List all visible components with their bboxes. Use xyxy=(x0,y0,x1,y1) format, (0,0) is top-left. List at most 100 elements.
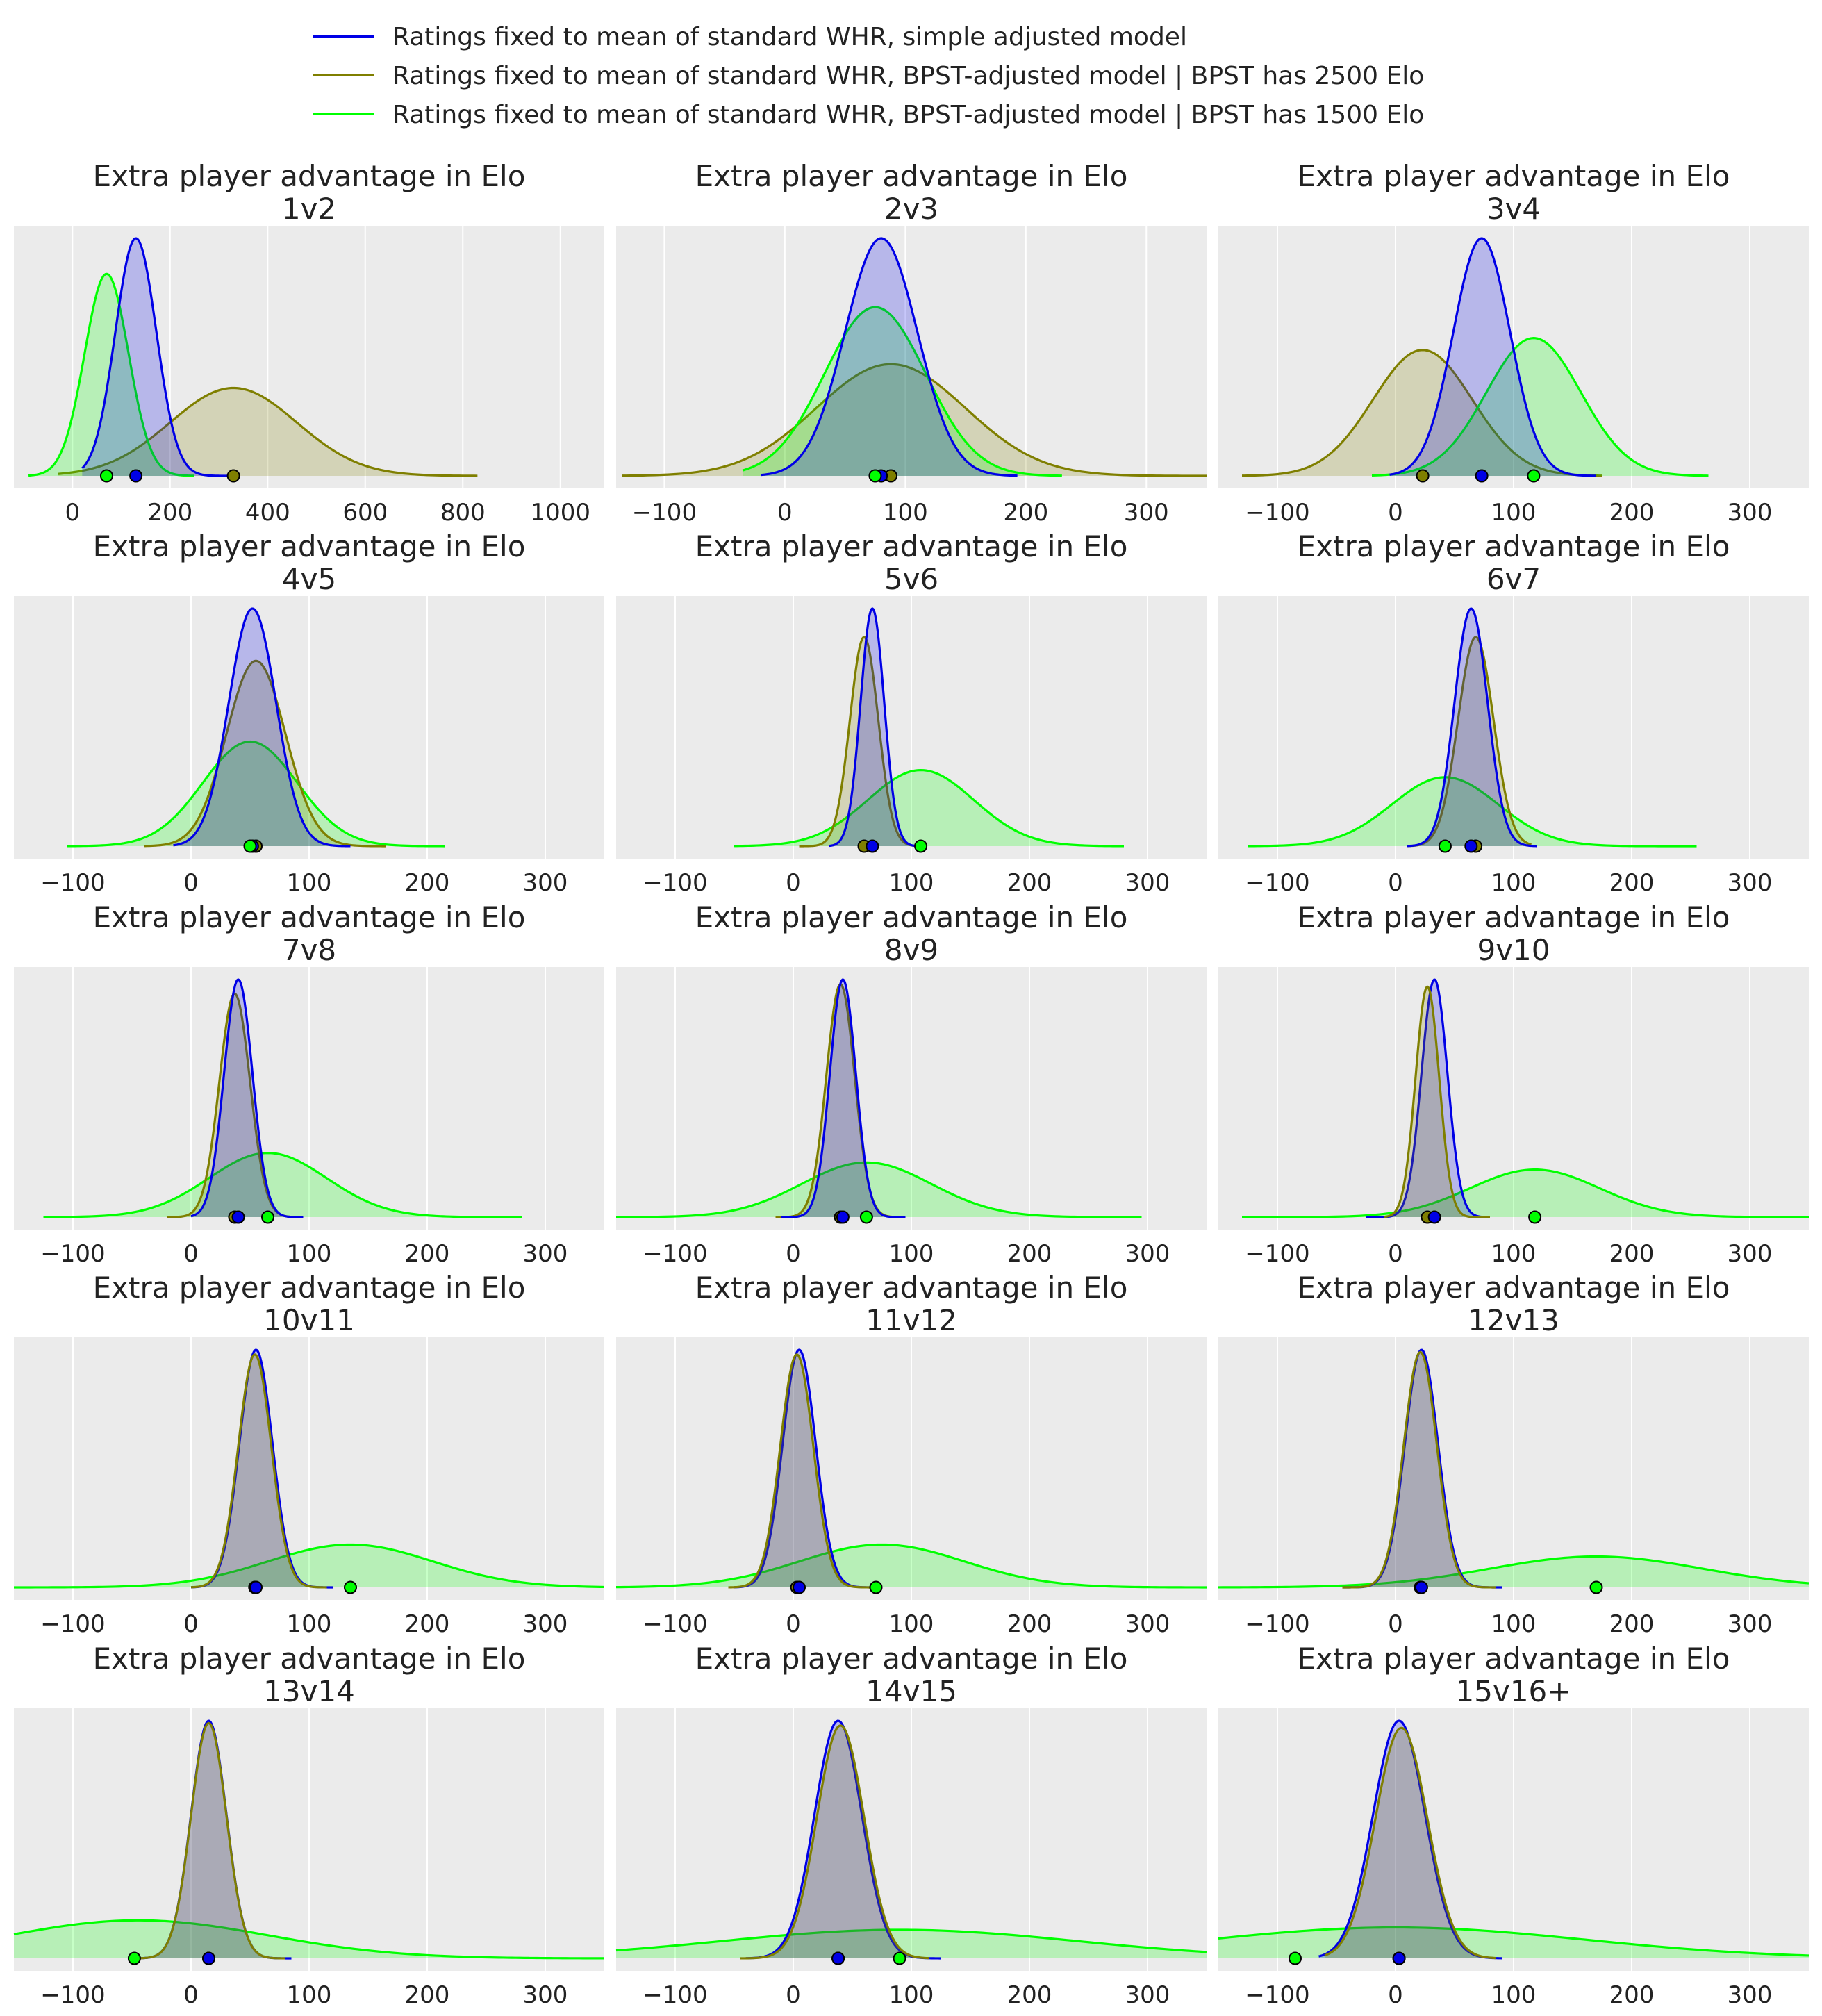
panel-15v16+: −100 0 100 200 300 Extra player advantage in … xyxy=(1218,1642,1809,2009)
point-estimate xyxy=(231,1210,245,1224)
x-tick-label: 0 xyxy=(786,1981,801,2009)
panel-subtitle: 8v9 xyxy=(884,933,938,967)
density-fill xyxy=(67,741,445,846)
x-tick-label: 100 xyxy=(287,1240,332,1268)
x-tick-label: 600 xyxy=(342,499,388,527)
panel-title: Extra player advantage in Elo xyxy=(695,1642,1128,1676)
panel-title: Extra player advantage in Elo xyxy=(93,529,526,563)
panel-title: Extra player advantage in Elo xyxy=(695,1271,1128,1305)
point-estimate xyxy=(836,1210,850,1224)
x-tick-label: 1000 xyxy=(531,499,591,527)
x-tick-label: 100 xyxy=(889,1981,934,2009)
x-tick-label: −100 xyxy=(40,1981,105,2009)
panel-subtitle: 5v6 xyxy=(884,562,938,596)
panel-subtitle: 12v13 xyxy=(1468,1303,1559,1337)
density-line xyxy=(781,978,906,1218)
density-fill xyxy=(132,1721,292,1958)
x-tick-label: 200 xyxy=(405,869,450,897)
x-tick-label: 200 xyxy=(1609,1240,1655,1268)
density-line xyxy=(1218,1555,1809,1589)
density-line xyxy=(58,386,478,477)
density-line xyxy=(131,1721,286,1960)
panel-title: Extra player advantage in Elo xyxy=(1298,159,1730,193)
density-fill xyxy=(132,1723,285,1958)
x-tick-label: −100 xyxy=(40,1610,105,1638)
x-tick-label: 200 xyxy=(405,1981,450,2009)
point-estimate xyxy=(1427,1210,1441,1224)
x-tick-label: 200 xyxy=(1007,1240,1052,1268)
density-fill xyxy=(746,1721,941,1958)
x-tick-label: 200 xyxy=(405,1610,450,1638)
x-tick-label: 100 xyxy=(1491,869,1537,897)
x-tick-label: 0 xyxy=(1388,1981,1403,2009)
density-fill xyxy=(1342,1350,1502,1587)
density-fill xyxy=(761,238,1018,476)
x-tick-label: 0 xyxy=(786,1240,801,1268)
panel-subtitle: 9v10 xyxy=(1477,933,1550,967)
density-line xyxy=(622,363,1207,477)
density-fill xyxy=(1318,1721,1502,1958)
density-line xyxy=(1324,1726,1496,1960)
x-tick-label: 0 xyxy=(786,869,801,897)
x-tick-label: 300 xyxy=(1125,1610,1170,1638)
density-line xyxy=(615,1543,1207,1589)
panel-2v3: −100 0 100 200 300 Extra player advantage in … xyxy=(616,159,1207,527)
density-line xyxy=(615,1161,1142,1218)
density-fill xyxy=(173,609,351,846)
x-tick-label: 200 xyxy=(1609,1610,1655,1638)
point-estimate xyxy=(129,469,143,483)
x-tick-label: 0 xyxy=(183,869,199,897)
x-tick-label: 0 xyxy=(1388,869,1403,897)
point-estimate xyxy=(1416,469,1430,483)
panel-3v4: −100 0 100 200 300 Extra player advantage in … xyxy=(1218,159,1809,527)
point-estimate xyxy=(202,1951,215,1965)
density-fill xyxy=(1384,986,1490,1217)
point-estimate xyxy=(1464,839,1478,853)
panel-12v13: −100 0 100 200 300 Extra player advantage in … xyxy=(1218,1271,1809,1638)
x-tick-label: 100 xyxy=(889,869,934,897)
x-tick-label: 100 xyxy=(287,1610,332,1638)
x-tick-label: 200 xyxy=(1007,869,1052,897)
x-tick-label: 200 xyxy=(405,1240,450,1268)
panel-5v6: −100 0 100 200 300 Extra player advantage in … xyxy=(616,529,1207,897)
density-line xyxy=(1242,1168,1809,1218)
density-fill xyxy=(1407,609,1537,846)
x-tick-label: 300 xyxy=(1728,869,1773,897)
panel-7v8: −100 0 100 200 300 Extra player advantage in … xyxy=(14,900,604,1268)
density-fill xyxy=(734,770,1124,846)
panel-title: Extra player advantage in Elo xyxy=(1298,900,1730,934)
x-tick-label: 100 xyxy=(287,1981,332,2009)
density-fill xyxy=(728,1354,870,1587)
panel-1v2: 0 200 400 600 800 1000 Extra player advantage … xyxy=(14,159,604,527)
panel-subtitle: 6v7 xyxy=(1486,562,1541,596)
density-line xyxy=(761,237,1018,477)
point-estimate xyxy=(99,469,113,483)
x-tick-label: 300 xyxy=(523,1981,568,2009)
point-estimate xyxy=(1392,1951,1406,1965)
density-fill xyxy=(191,1354,327,1587)
point-estimate xyxy=(1289,1951,1302,1965)
point-estimate xyxy=(344,1580,357,1594)
density-line xyxy=(1371,337,1709,477)
density-line xyxy=(740,1724,929,1960)
point-estimate xyxy=(866,839,879,853)
panel-subtitle: 1v2 xyxy=(282,192,336,226)
density-fill xyxy=(743,307,1062,476)
density-fill xyxy=(616,1544,1207,1587)
x-tick-label: 300 xyxy=(1125,1981,1170,2009)
legend-label-1: Ratings fixed to mean of standard WHR, s… xyxy=(392,23,1187,51)
panel-subtitle: 15v16+ xyxy=(1456,1674,1572,1708)
x-tick-label: 300 xyxy=(1125,869,1170,897)
density-fill xyxy=(14,1544,604,1587)
panel-4v5: −100 0 100 200 300 Extra player advantage in … xyxy=(14,529,604,897)
x-tick-label: −100 xyxy=(632,499,697,527)
point-estimate xyxy=(127,1951,141,1965)
density-fill xyxy=(191,980,304,1217)
x-tick-label: −100 xyxy=(1245,1981,1309,2009)
density-fill xyxy=(191,1350,333,1587)
density-fill xyxy=(1325,1728,1496,1958)
x-tick-label: −100 xyxy=(643,869,707,897)
x-tick-label: 100 xyxy=(1491,1981,1537,2009)
x-tick-label: −100 xyxy=(643,1610,707,1638)
plot-area xyxy=(616,226,1207,488)
